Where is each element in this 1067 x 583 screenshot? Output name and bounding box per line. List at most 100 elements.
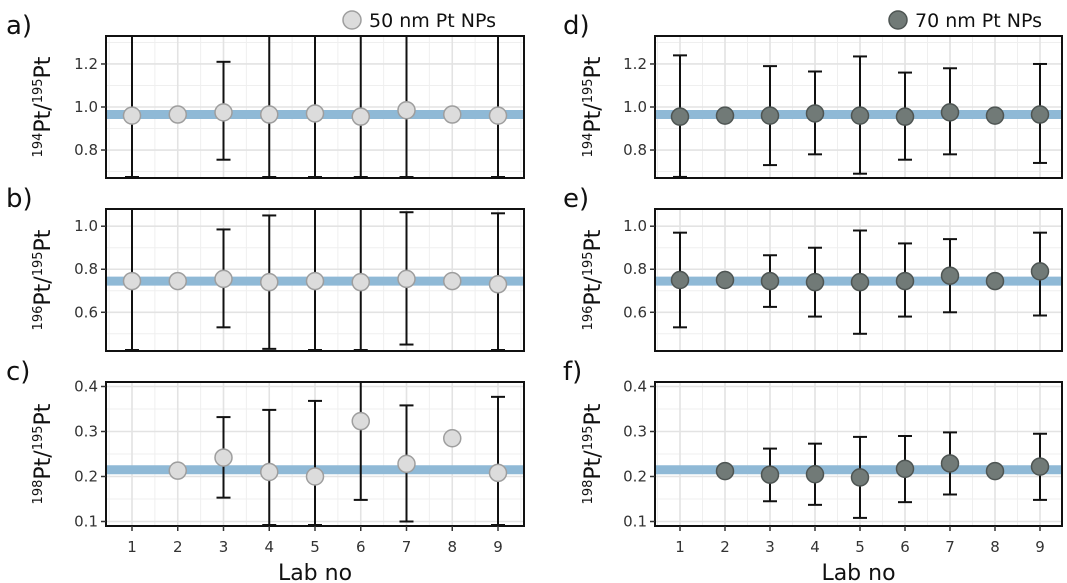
x-tick-label: 2 bbox=[720, 538, 730, 556]
data-point-lab-7 bbox=[940, 266, 960, 285]
y-tick-label: 0.8 bbox=[74, 260, 98, 278]
y-tick-label: 0.6 bbox=[74, 303, 98, 321]
panel-frame bbox=[105, 208, 525, 352]
y-tick-label: 1.0 bbox=[74, 217, 98, 235]
x-tick-label: 6 bbox=[356, 538, 366, 556]
y-tick-label: 1.0 bbox=[623, 217, 647, 235]
x-axis-title: Lab no bbox=[278, 561, 352, 583]
legend-marker bbox=[342, 10, 362, 30]
legend-label: 50 nm Pt NPs bbox=[369, 10, 496, 32]
y-axis-title-part: Pt/ bbox=[581, 450, 606, 480]
y-tick-label: 1.0 bbox=[623, 98, 647, 116]
panel-a: 0.8 1.0 1.2 a) 194Pt/195Pt 50 nm Pt NPs bbox=[6, 10, 525, 179]
data-point-lab-3 bbox=[760, 106, 780, 125]
data-point-lab-1 bbox=[122, 106, 142, 125]
y-axis-title-part: Pt bbox=[31, 56, 56, 78]
y-tick-label: 0.2 bbox=[623, 468, 647, 486]
y-axis-title-part: Pt/ bbox=[31, 276, 56, 306]
x-tick-label: 9 bbox=[493, 538, 503, 556]
panel-label: a) bbox=[6, 11, 32, 41]
x-tick-label: 3 bbox=[765, 538, 775, 556]
y-tick-label: 0.3 bbox=[74, 423, 98, 441]
x-tick-label: 5 bbox=[855, 538, 865, 556]
data-point-lab-4 bbox=[260, 462, 279, 482]
data-point-lab-8 bbox=[443, 271, 462, 291]
data-point-lab-9 bbox=[488, 463, 508, 483]
panel-f: 0.1 0.2 0.3 0.4 1 2 3 4 5 6 7 8 9 Lab no f) 198Pt/195Pt bbox=[563, 357, 1063, 583]
y-tick-label: 1.2 bbox=[623, 55, 647, 73]
data-point-lab-4 bbox=[805, 272, 825, 292]
data-point-lab-4 bbox=[805, 104, 825, 123]
data-point-lab-6 bbox=[895, 107, 915, 126]
panel-label: f) bbox=[563, 357, 582, 387]
data-point-lab-1 bbox=[122, 271, 142, 291]
y-axis-title-part: 195 bbox=[31, 78, 46, 103]
panel-label: b) bbox=[6, 184, 33, 214]
data-point-lab-7 bbox=[397, 454, 416, 474]
data-point-lab-7 bbox=[397, 100, 416, 120]
panel-label: d) bbox=[563, 11, 590, 41]
data-point-lab-5 bbox=[850, 468, 870, 487]
y-tick-label: 0.8 bbox=[623, 260, 647, 278]
data-point-lab-5 bbox=[850, 272, 870, 292]
y-axis-title-part: 198 bbox=[31, 480, 46, 505]
y-axis-title-part: Pt bbox=[581, 56, 606, 78]
plot-area bbox=[655, 36, 1062, 178]
data-point-lab-2 bbox=[168, 271, 187, 291]
data-point-lab-3 bbox=[214, 103, 233, 122]
y-tick-label: 0.1 bbox=[74, 513, 98, 531]
y-axis-title-part: 195 bbox=[31, 425, 46, 450]
y-axis-title: 196Pt/195Pt bbox=[581, 229, 606, 330]
data-point-lab-5 bbox=[305, 467, 325, 486]
panel-b: 0.6 0.8 1.0 b) 196Pt/195Pt bbox=[6, 184, 525, 352]
x-axis-title: Lab no bbox=[821, 561, 895, 583]
plot-area bbox=[106, 36, 524, 178]
legend-marker bbox=[888, 10, 908, 30]
y-axis-title-part: 194 bbox=[581, 133, 596, 158]
x-tick-label: 5 bbox=[310, 538, 320, 556]
y-axis-title-part: Pt/ bbox=[581, 276, 606, 306]
y-tick-label: 0.6 bbox=[623, 303, 647, 321]
data-point-lab-8 bbox=[443, 429, 462, 448]
data-point-lab-8 bbox=[443, 105, 462, 124]
y-axis-title-part: 196 bbox=[31, 306, 46, 331]
data-point-lab-5 bbox=[850, 106, 870, 125]
x-tick-label: 1 bbox=[675, 538, 685, 556]
x-tick-label: 8 bbox=[447, 538, 457, 556]
y-tick-label: 0.3 bbox=[623, 423, 647, 441]
data-point-lab-5 bbox=[305, 104, 325, 123]
y-axis-title-part: 198 bbox=[581, 480, 596, 505]
x-tick-label: 4 bbox=[810, 538, 820, 556]
y-axis-title-part: 194 bbox=[31, 133, 46, 158]
plot-area bbox=[655, 209, 1062, 351]
data-point-lab-7 bbox=[940, 454, 960, 473]
panel-label: e) bbox=[563, 184, 589, 214]
x-tick-label: 2 bbox=[173, 538, 183, 556]
y-tick-label: 0.2 bbox=[74, 468, 98, 486]
data-point-lab-3 bbox=[760, 271, 780, 291]
data-point-lab-6 bbox=[351, 272, 370, 292]
y-axis-title: 194Pt/195Pt bbox=[581, 56, 606, 157]
panel-frame bbox=[654, 381, 1063, 527]
y-tick-label: 0.1 bbox=[623, 513, 647, 531]
x-tick-label: 3 bbox=[219, 538, 229, 556]
data-point-lab-2 bbox=[168, 461, 187, 480]
y-axis-title-part: Pt/ bbox=[31, 450, 56, 480]
data-point-lab-9 bbox=[488, 275, 508, 294]
y-axis-title-part: Pt/ bbox=[31, 103, 56, 133]
y-tick-label: 0.4 bbox=[74, 378, 98, 396]
y-axis-title-part: Pt bbox=[581, 229, 606, 251]
data-point-lab-3 bbox=[760, 465, 780, 484]
y-axis-title-part: Pt bbox=[31, 229, 56, 251]
plot-area bbox=[106, 382, 524, 526]
data-point-lab-6 bbox=[895, 459, 915, 479]
data-point-lab-1 bbox=[670, 107, 690, 126]
data-point-lab-7 bbox=[940, 103, 960, 122]
x-tick-label: 7 bbox=[945, 538, 955, 556]
y-axis-title: 198Pt/195Pt bbox=[31, 403, 56, 504]
data-point-lab-2 bbox=[715, 461, 735, 481]
panel-frame bbox=[654, 208, 1063, 352]
data-point-lab-3 bbox=[214, 448, 233, 467]
y-axis-title-part: Pt/ bbox=[581, 103, 606, 133]
y-tick-label: 0.8 bbox=[74, 141, 98, 159]
